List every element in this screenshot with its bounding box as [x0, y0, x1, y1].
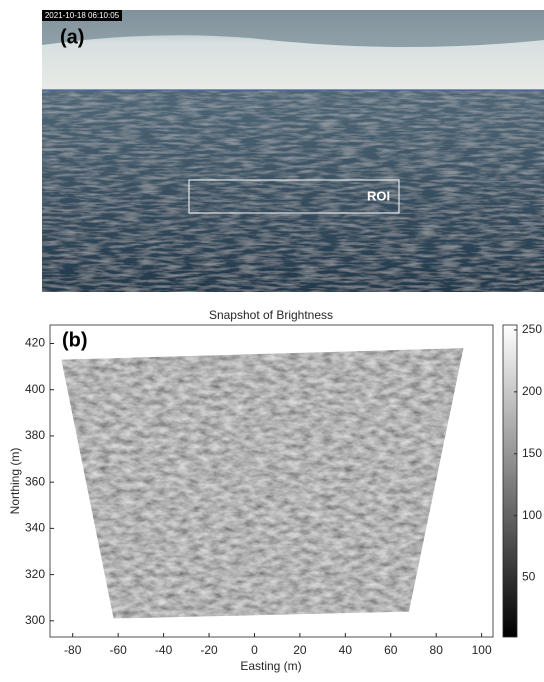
sea [42, 90, 544, 292]
y-tick-label: 320 [25, 567, 45, 581]
x-tick-label: 40 [339, 643, 353, 657]
colorbar-tick-label: 50 [522, 570, 536, 584]
timestamp: 2021-10-18 06:10:05 [45, 11, 120, 20]
y-tick-label: 400 [25, 382, 45, 396]
x-tick-label: -60 [109, 643, 127, 657]
x-tick-label: 100 [472, 643, 492, 657]
y-tick-label: 300 [25, 613, 45, 627]
colorbar-tick-label: 250 [522, 322, 542, 336]
colorbar-tick-label: 150 [522, 446, 542, 460]
x-tick-label: 20 [293, 643, 307, 657]
colorbar-tick-label: 200 [522, 384, 542, 398]
x-tick-label: -80 [64, 643, 82, 657]
x-axis-label: Easting (m) [240, 659, 301, 673]
brightness-image [61, 348, 463, 618]
colorbar [503, 325, 517, 637]
y-axis-label: Northing (m) [8, 448, 22, 515]
y-tick-label: 380 [25, 428, 45, 442]
x-tick-label: 60 [384, 643, 398, 657]
y-tick-label: 360 [25, 474, 45, 488]
y-tick-label: 420 [25, 336, 45, 350]
x-tick-label: -20 [200, 643, 218, 657]
chart-title: Snapshot of Brightness [209, 308, 333, 322]
figure: 2021-10-18 06:10:05 (a) ROI Snapshot of … [0, 0, 544, 677]
x-tick-label: 0 [251, 643, 258, 657]
panel-label: (a) [60, 26, 84, 48]
x-tick-label: -40 [155, 643, 173, 657]
panel-label: (b) [62, 329, 88, 351]
photo: 2021-10-18 06:10:05 (a) ROI [42, 10, 544, 292]
colorbar-tick-label: 100 [522, 508, 542, 522]
page: 2021-10-18 06:10:05 (a) ROI Snapshot of … [0, 0, 544, 677]
y-tick-label: 340 [25, 521, 45, 535]
roi-label: ROI [367, 188, 390, 203]
x-tick-label: 80 [430, 643, 444, 657]
